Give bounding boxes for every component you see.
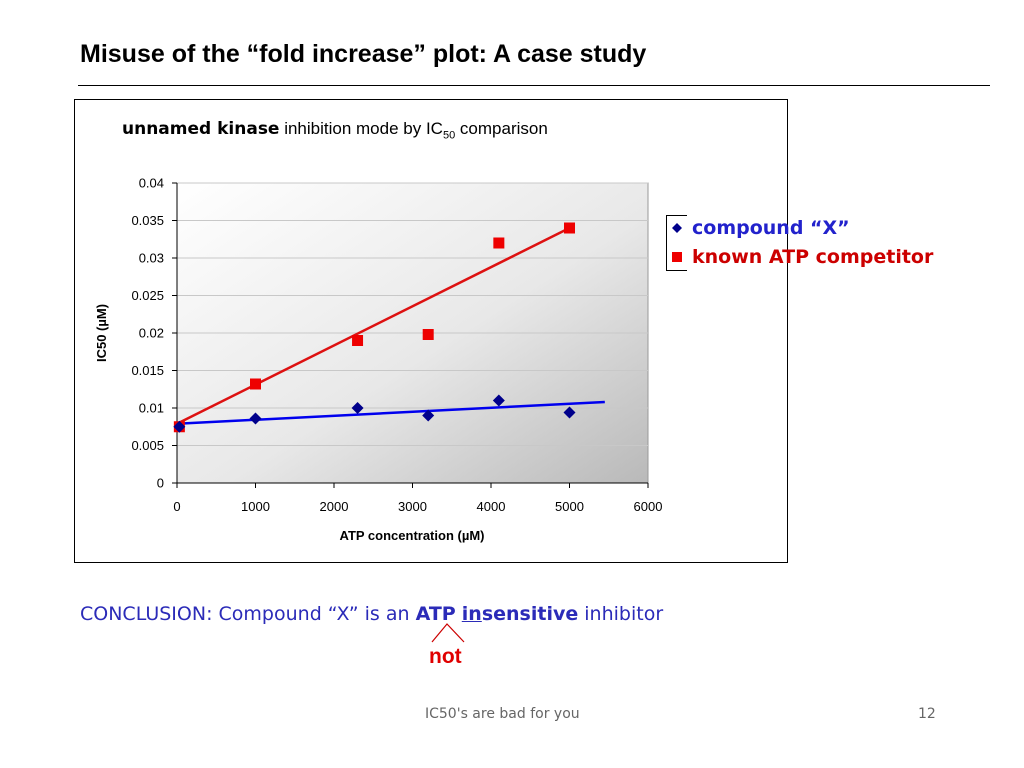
x-tick-label: 3000 <box>398 499 427 514</box>
insertion-caret-icon <box>431 623 465 643</box>
x-tick-label: 2000 <box>320 499 349 514</box>
chart-title-subscript: 50 <box>442 129 456 142</box>
conclusion-sensitive: sensitive <box>481 603 579 625</box>
compound-x-point <box>351 402 364 414</box>
insert-word-not: not <box>429 645 462 668</box>
chart-title: unnamed kinase inhibition mode by IC50 c… <box>122 119 548 141</box>
chart-title-kinase: unnamed kinase <box>122 119 280 139</box>
trendline-compound-x <box>176 400 605 425</box>
atp-competitor-point <box>564 222 575 234</box>
legend-label-atp-competitor: known ATP competitor <box>692 246 934 268</box>
y-tick-label: 0.04 <box>139 176 164 191</box>
trendline-atp-competitor <box>176 226 571 425</box>
y-tick-label: 0.02 <box>139 326 164 341</box>
atp-competitor-point <box>422 329 434 340</box>
y-tick-label: 0.015 <box>131 363 164 378</box>
atp-competitor-point <box>352 335 364 346</box>
y-tick-label: 0.035 <box>131 213 164 228</box>
page-number: 12 <box>918 706 936 722</box>
y-tick-label: 0.03 <box>139 251 164 266</box>
y-axis-label: IC50 (µM) <box>94 304 109 362</box>
chart-title-text: inhibition mode by IC <box>279 119 443 138</box>
footer-text: IC50's are bad for you <box>425 706 580 722</box>
compound-x-point <box>249 412 262 425</box>
legend-item-atp-competitor: known ATP competitor <box>672 246 933 268</box>
chart-title-end: comparison <box>455 119 548 138</box>
conclusion-suffix: inhibitor <box>578 603 664 625</box>
x-tick-label: 4000 <box>477 499 506 514</box>
x-tick-label: 6000 <box>634 499 663 514</box>
y-tick-label: 0.01 <box>139 401 164 416</box>
legend-item-compound-x: compound “X” <box>672 217 850 239</box>
compound-x-point <box>173 420 186 433</box>
compound-x-point <box>422 409 435 422</box>
legend-diamond-marker <box>672 223 682 233</box>
legend-square-marker <box>672 252 682 262</box>
title-divider <box>78 85 990 86</box>
slide-title: Misuse of the “fold increase” plot: A ca… <box>80 40 647 68</box>
x-tick-label: 5000 <box>555 499 584 514</box>
atp-competitor-point <box>493 237 505 249</box>
legend-label-compound-x: compound “X” <box>692 217 850 239</box>
compound-x-point <box>563 406 576 419</box>
conclusion-in: in <box>461 603 482 625</box>
conclusion-atp: ATP <box>415 603 456 625</box>
atp-competitor-point <box>250 378 261 390</box>
conclusion-prefix: CONCLUSION: Compound “X” is an <box>80 603 416 625</box>
conclusion-text: CONCLUSION: Compound “X” is an ATP insen… <box>80 603 663 625</box>
x-axis-label: ATP concentration (µM) <box>340 528 485 543</box>
compound-x-point <box>492 394 505 407</box>
y-tick-label: 0 <box>157 476 164 491</box>
x-tick-label: 1000 <box>241 499 270 514</box>
y-tick-label: 0.005 <box>131 438 164 453</box>
x-tick-label: 0 <box>173 499 180 514</box>
y-tick-label: 0.025 <box>131 288 164 303</box>
